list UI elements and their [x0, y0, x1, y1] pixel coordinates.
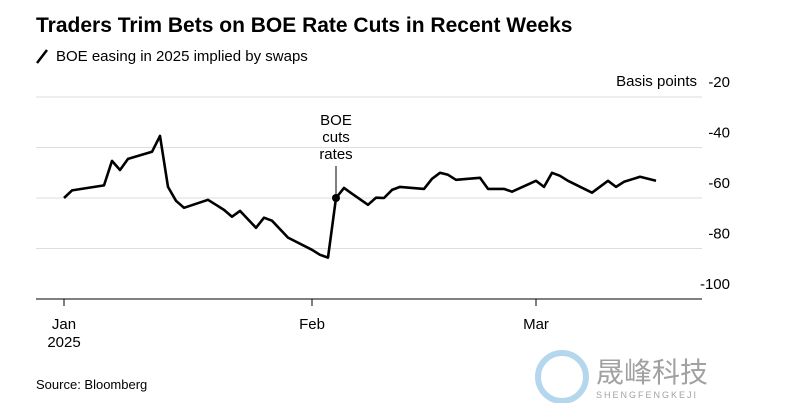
series-line: [63, 134, 657, 259]
y-tick-label: -20: [708, 74, 730, 91]
y-tick-label: -100: [700, 276, 730, 293]
x-tick-label: Jan 2025: [47, 316, 80, 351]
legend-label: BOE easing in 2025 implied by swaps: [56, 48, 308, 65]
watermark-text: 晟峰科技: [596, 357, 708, 388]
y-tick-label: -60: [708, 175, 730, 192]
legend-swatch: [36, 49, 48, 64]
x-tick-label: Mar: [523, 316, 549, 333]
source: Source: Bloomberg: [36, 377, 147, 392]
watermark-subtext: SHENGFENGKEJI: [596, 390, 698, 400]
annotation-marker: [332, 194, 340, 202]
y-tick-label: -80: [708, 226, 730, 243]
annotation: BOE cuts rates: [319, 112, 352, 163]
x-tick-label: Feb: [299, 316, 325, 333]
watermark: 晟峰科技 SHENGFENGKEJI: [535, 350, 708, 403]
watermark-logo: [535, 350, 589, 403]
y-tick-label: -40: [708, 125, 730, 142]
y-axis-label: Basis points: [616, 73, 697, 90]
chart-title: Traders Trim Bets on BOE Rate Cuts in Re…: [36, 14, 572, 37]
